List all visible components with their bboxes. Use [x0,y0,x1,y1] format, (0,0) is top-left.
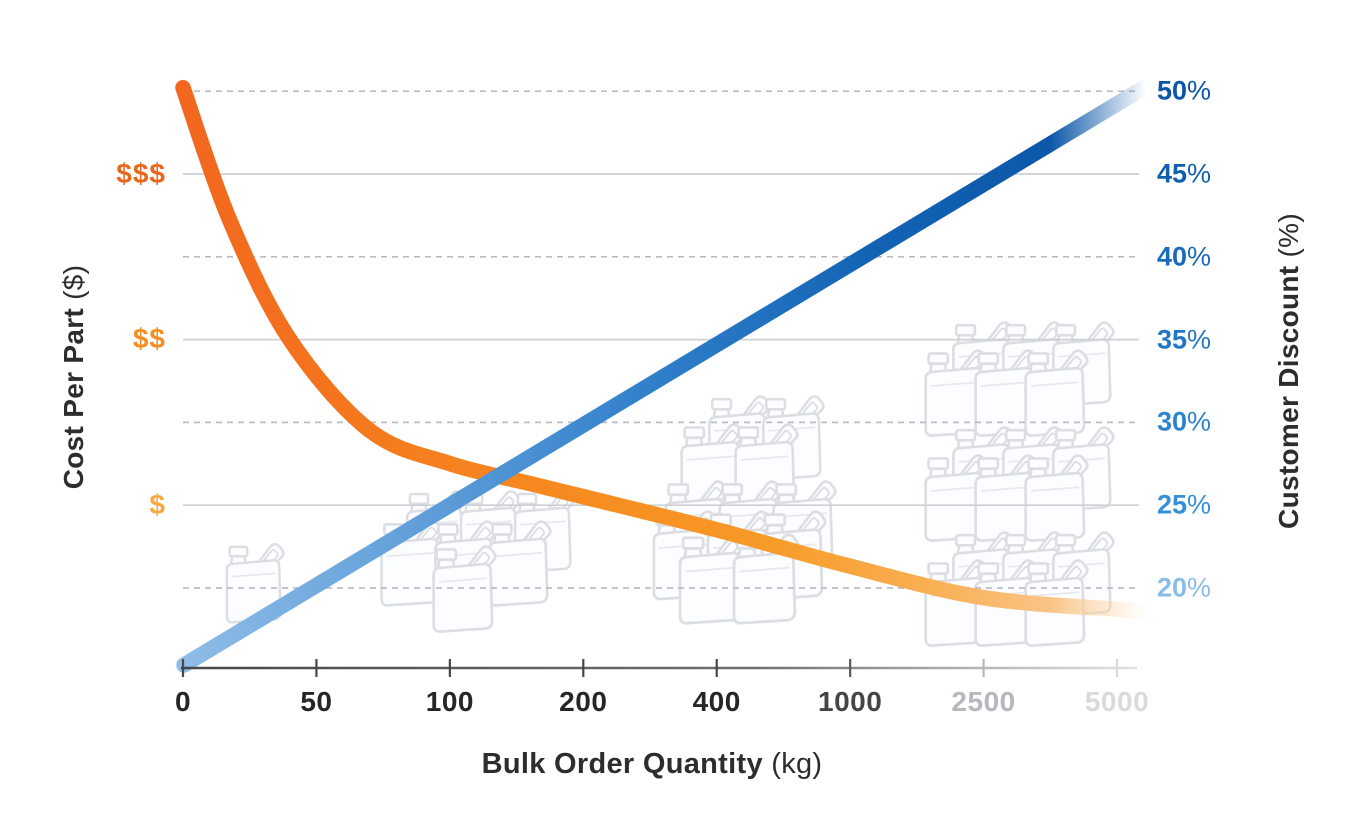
right-axis-tick: 35% [1157,324,1211,355]
right-axis-title-unit: (%) [1273,213,1304,266]
percent-sign: % [1187,572,1212,603]
percent-sign: % [1187,158,1212,189]
right-axis-tick-number: 40 [1157,241,1188,272]
x-tick-label: 1000 [817,686,883,717]
right-axis-tick-number: 35 [1157,324,1188,355]
right-axis-tick-number: 45 [1157,158,1188,189]
gridlines [183,90,1139,589]
percent-sign: % [1187,489,1212,520]
right-axis-tick: 20% [1157,573,1211,604]
x-tick-label: 0 [174,686,192,717]
right-axis-tick: 40% [1157,241,1211,272]
right-axis-tick: 30% [1157,407,1211,438]
x-axis-title-unit: (kg) [762,748,823,780]
left-axis-tick: $$ [132,323,166,355]
left-axis-title-unit: ($) [58,264,89,308]
stack-12-jugs [652,395,837,625]
left-axis-title: Cost Per Part ($) [58,265,90,490]
stack-7-jugs [380,490,575,633]
cost-per-part-curve [175,79,1152,620]
right-axis-tick-number: 30 [1157,406,1188,437]
x-tick-label: 50 [300,686,333,717]
right-axis-title-text: Customer Discount [1273,265,1304,529]
right-axis-tick-number: 20 [1157,572,1188,603]
right-axis-tick: 45% [1157,159,1211,190]
right-axis-title: Customer Discount (%) [1273,213,1305,529]
x-axis-title: Bulk Order Quantity (kg) [482,748,823,781]
left-axis-tick: $ [149,489,166,520]
left-axis-tick: $$$ [116,157,166,189]
right-axis-tick-number: 50 [1157,75,1188,106]
percent-sign: % [1187,406,1212,437]
percent-sign: % [1187,241,1212,272]
right-axis-tick: 25% [1157,490,1211,521]
right-axis-tick-number: 25 [1157,489,1188,520]
x-tick-label: 400 [692,686,741,717]
x-tick-label: 2500 [951,686,1016,717]
x-tick-label: 100 [425,686,474,717]
x-axis-title-text: Bulk Order Quantity [481,748,763,780]
customer-discount-line [176,80,1152,673]
percent-sign: % [1187,75,1212,106]
x-tick-label: 5000 [1084,686,1150,717]
series-curves [175,79,1152,673]
right-axis-tick: 50% [1157,76,1211,107]
left-axis-title-text: Cost Per Part [58,307,89,490]
percent-sign: % [1187,324,1212,355]
x-tick-label: 200 [559,686,608,717]
x-axis [181,659,1137,677]
